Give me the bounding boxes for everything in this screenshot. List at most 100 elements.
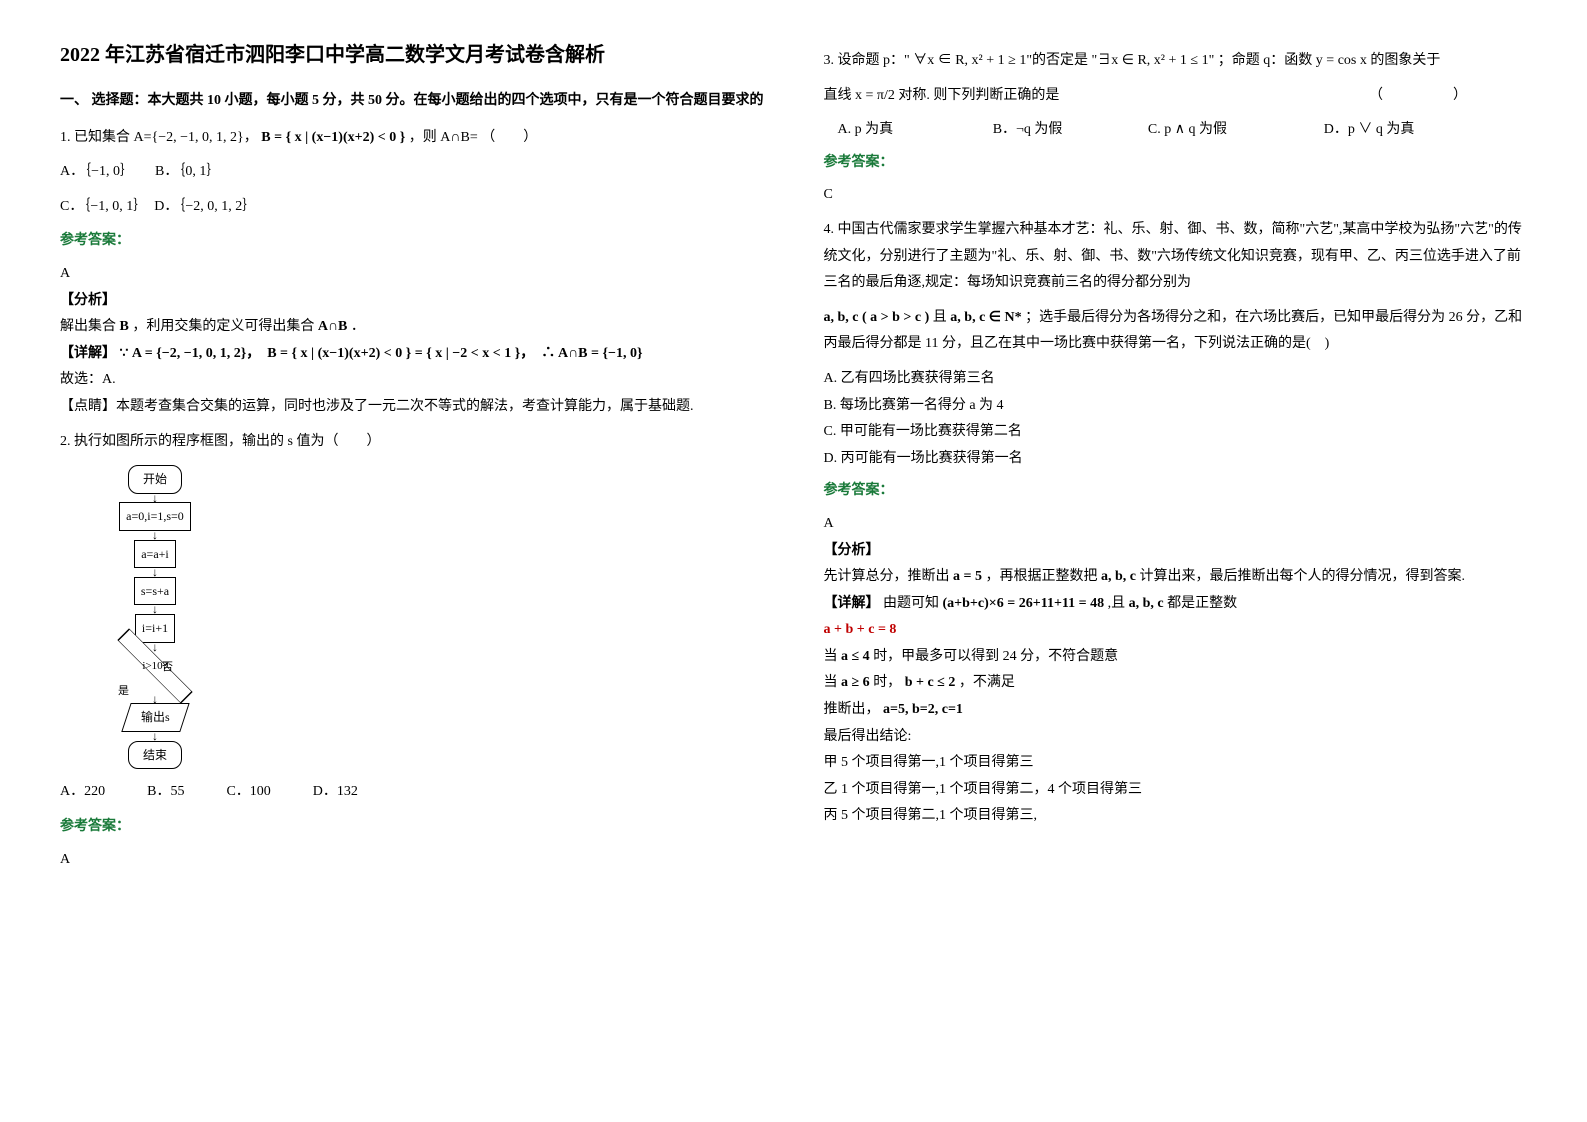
fc-arrow: ↓ [80, 643, 230, 651]
q1-fx1c: ，利用交集的定义可得出集合 [132, 319, 318, 334]
q3-l2b: x = π/2 [855, 88, 895, 103]
fc-step1: a=a+i [134, 540, 176, 569]
q4-l1b: a ≤ 4 [841, 649, 870, 664]
q4-fx1c: ，再根据正整数把 [985, 569, 1101, 584]
q4-optD: D. 丙可能有一场比赛获得第一名 [824, 446, 1528, 473]
fc-arrow: ↓ [80, 494, 230, 502]
q1-fx1e: ． [351, 319, 365, 334]
q1-answer: A [60, 261, 764, 288]
q4-l2c: 时， [873, 675, 901, 690]
q4-line-leq4: 当 a ≤ 4 时，甲最多可以得到 24 分，不符合题意 [824, 644, 1528, 671]
q3-stem-b: y = cos x [1316, 53, 1367, 68]
q4-answer: A [824, 511, 1528, 538]
q1-fx1d: A∩B [318, 319, 348, 334]
q4-l2e: ，不满足 [959, 675, 1015, 690]
fc-no: 否 [162, 657, 173, 678]
q4-l2b: a ≥ 6 [841, 675, 870, 690]
q4-xj1d: a, b, c [1129, 596, 1164, 611]
right-column: 3. 设命题 p：" ∀x ∈ R, x² + 1 ≥ 1"的否定是 "∃x ∈… [824, 40, 1528, 1082]
q4-res2: 乙 1 个项目得第一,1 个项目得第二，4 个项目得第三 [824, 777, 1528, 804]
q1-detail-label: 【详解】 [60, 346, 116, 361]
q3-optA: A. p 为真 [838, 117, 990, 144]
fc-yes: 是 [118, 681, 129, 702]
q4-res3: 丙 5 个项目得第二,1 个项目得第三, [824, 803, 1528, 830]
fc-output: 输出s [121, 703, 189, 732]
q3-answer-label: 参考答案： [824, 150, 1528, 177]
q4-fx1b: a = 5 [953, 569, 982, 584]
q4-analysis-text: 先计算总分，推断出 a = 5 ，再根据正整数把 a, b, c 计算出来，最后… [824, 564, 1528, 591]
q4-l1c: 时，甲最多可以得到 24 分，不符合题意 [873, 649, 1118, 664]
q3-optD: D．p ∨ q 为真 [1324, 117, 1496, 144]
doc-title: 2022 年江苏省宿迁市泗阳李口中学高二数学文月考试卷含解析 [60, 40, 764, 70]
page: 2022 年江苏省宿迁市泗阳李口中学高二数学文月考试卷含解析 一、 选择题：本大… [0, 0, 1587, 1122]
q4-detail-line1: 【详解】 由题可知 (a+b+c)×6 = 26+11+11 = 48 ,且 a… [824, 591, 1528, 618]
q4-l3b: a=5, b=2, c=1 [883, 702, 963, 717]
q1-stem-c: ，则 A∩B= （ ） [409, 130, 537, 145]
q4-xj1e: 都是正整数 [1167, 596, 1237, 611]
q1-analysis-text: 解出集合 B ，利用交集的定义可得出集合 A∩B ． [60, 314, 764, 341]
q4-optA: A. 乙有四场比赛获得第三名 [824, 366, 1528, 393]
fc-decision: i>10? [125, 651, 185, 681]
fc-arrow: ↓ [80, 605, 230, 613]
q4-optB: B. 每场比赛第一名得分 a 为 4 [824, 393, 1528, 420]
q3-line2-left: 直线 x = π/2 对称. 则下列判断正确的是 [824, 83, 1060, 110]
q4-answer-label: 参考答案： [824, 478, 1528, 505]
fc-cond: i>10? [125, 651, 185, 681]
q3-paren: （ ） [1369, 83, 1467, 110]
q1-fx1b: B [120, 319, 129, 334]
q4-res1: 甲 5 个项目得第一,1 个项目得第三 [824, 750, 1528, 777]
q1-set-b: B = { x | (x−1)(x+2) < 0 } [261, 130, 405, 145]
q4-s2c: a, b, c ∈ N* [950, 310, 1021, 325]
q3-optC: C. p ∧ q 为假 [1148, 117, 1320, 144]
q4-fx1e: 计算出来，最后推断出每个人的得分情况，得到答案. [1139, 569, 1465, 584]
q3-optB: B．¬q 为假 [993, 117, 1145, 144]
q4-fx1d: a, b, c [1101, 569, 1136, 584]
q1-stem: 1. 已知集合 A={−2, −1, 0, 1, 2}， B = { x | (… [60, 125, 764, 152]
q4-s2d: ；选手最后得分为各场得分之和，在六场比赛后，已知甲最后得分为 26 分，乙和丙最… [824, 310, 1523, 352]
q4-l2a: 当 [824, 675, 842, 690]
left-column: 2022 年江苏省宿迁市泗阳李口中学高二数学文月考试卷含解析 一、 选择题：本大… [60, 40, 764, 1082]
q3-options: A. p 为真 B．¬q 为假 C. p ∧ q 为假 D．p ∨ q 为真 [838, 117, 1528, 144]
q1-opts-ab: A．｛−1, 0｝ B．｛0, 1｝ [60, 159, 764, 186]
q4-xj1c: ,且 [1108, 596, 1129, 611]
fc-out-label: 输出s [141, 706, 170, 729]
q4-eq1: a + b + c = 8 [824, 617, 1528, 644]
q2-stem: 2. 执行如图所示的程序框图，输出的 s 值为（ ） [60, 429, 764, 456]
q4-s2a: a, b, c ( a > b > c ) [824, 310, 930, 325]
q1-stem-a: 1. 已知集合 A={−2, −1, 0, 1, 2}， [60, 130, 258, 145]
q4-line-geq6: 当 a ≥ 6 时， b + c ≤ 2 ，不满足 [824, 670, 1528, 697]
q3-stem-c: 的图象关于 [1370, 53, 1440, 68]
q2-answer-label: 参考答案： [60, 814, 764, 841]
q4-l1a: 当 [824, 649, 842, 664]
q4-res0: 最后得出结论: [824, 724, 1528, 751]
fc-arrow: ↓ [80, 531, 230, 539]
q4-stem2: a, b, c ( a > b > c ) 且 a, b, c ∈ N* ；选手… [824, 305, 1528, 358]
q1-answer-label: 参考答案： [60, 228, 764, 255]
q3-stem-a: 3. 设命题 p：" ∀x ∈ R, x² + 1 ≥ 1"的否定是 "∃x ∈… [824, 53, 1316, 68]
q4-fx1a: 先计算总分，推断出 [824, 569, 954, 584]
q4-s2b: 且 [933, 310, 951, 325]
section-1-heading: 一、 选择题：本大题共 10 小题，每小题 5 分，共 50 分。在每小题给出的… [60, 88, 764, 115]
q4-detail-label: 【详解】 [824, 596, 880, 611]
q4-stem1: 4. 中国古代儒家要求学生掌握六种基本才艺：礼、乐、射、御、书、数，简称"六艺"… [824, 217, 1528, 297]
q4-line-result: 推断出， a=5, b=2, c=1 [824, 697, 1528, 724]
fc-step3: i=i+1 [135, 614, 175, 643]
q1-therefore: 故选：A. [60, 367, 764, 394]
fc-init: a=0,i=1,s=0 [119, 502, 191, 531]
q4-xj1a: 由题可知 [883, 596, 943, 611]
fc-end: 结束 [128, 741, 182, 770]
fc-arrow: ↓ [80, 568, 230, 576]
q3-l2a: 直线 [824, 88, 856, 103]
q1-analysis-label: 【分析】 [60, 288, 764, 315]
q2-options: A．220 B．55 C．100 D．132 [60, 779, 764, 806]
flowchart: 开始 ↓ a=0,i=1,s=0 ↓ a=a+i ↓ s=s+a ↓ i=i+1… [80, 465, 230, 769]
q1-dianjing: 【点睛】本题考查集合交集的运算，同时也涉及了一元二次不等式的解法，考查计算能力，… [60, 394, 764, 421]
fc-step2: s=s+a [134, 577, 176, 606]
fc-arrow: ↓ [80, 732, 230, 740]
q1-opts-cd: C．｛−1, 0, 1｝ D．｛−2, 0, 1, 2｝ [60, 194, 764, 221]
q4-analysis-label: 【分析】 [824, 538, 1528, 565]
fc-start: 开始 [128, 465, 182, 494]
q4-l2d: b + c ≤ 2 [905, 675, 956, 690]
q3-stem-line1: 3. 设命题 p：" ∀x ∈ R, x² + 1 ≥ 1"的否定是 "∃x ∈… [824, 48, 1528, 75]
q1-detail-formula: ∵ A = {−2, −1, 0, 1, 2}， B = { x | (x−1)… [120, 346, 643, 361]
